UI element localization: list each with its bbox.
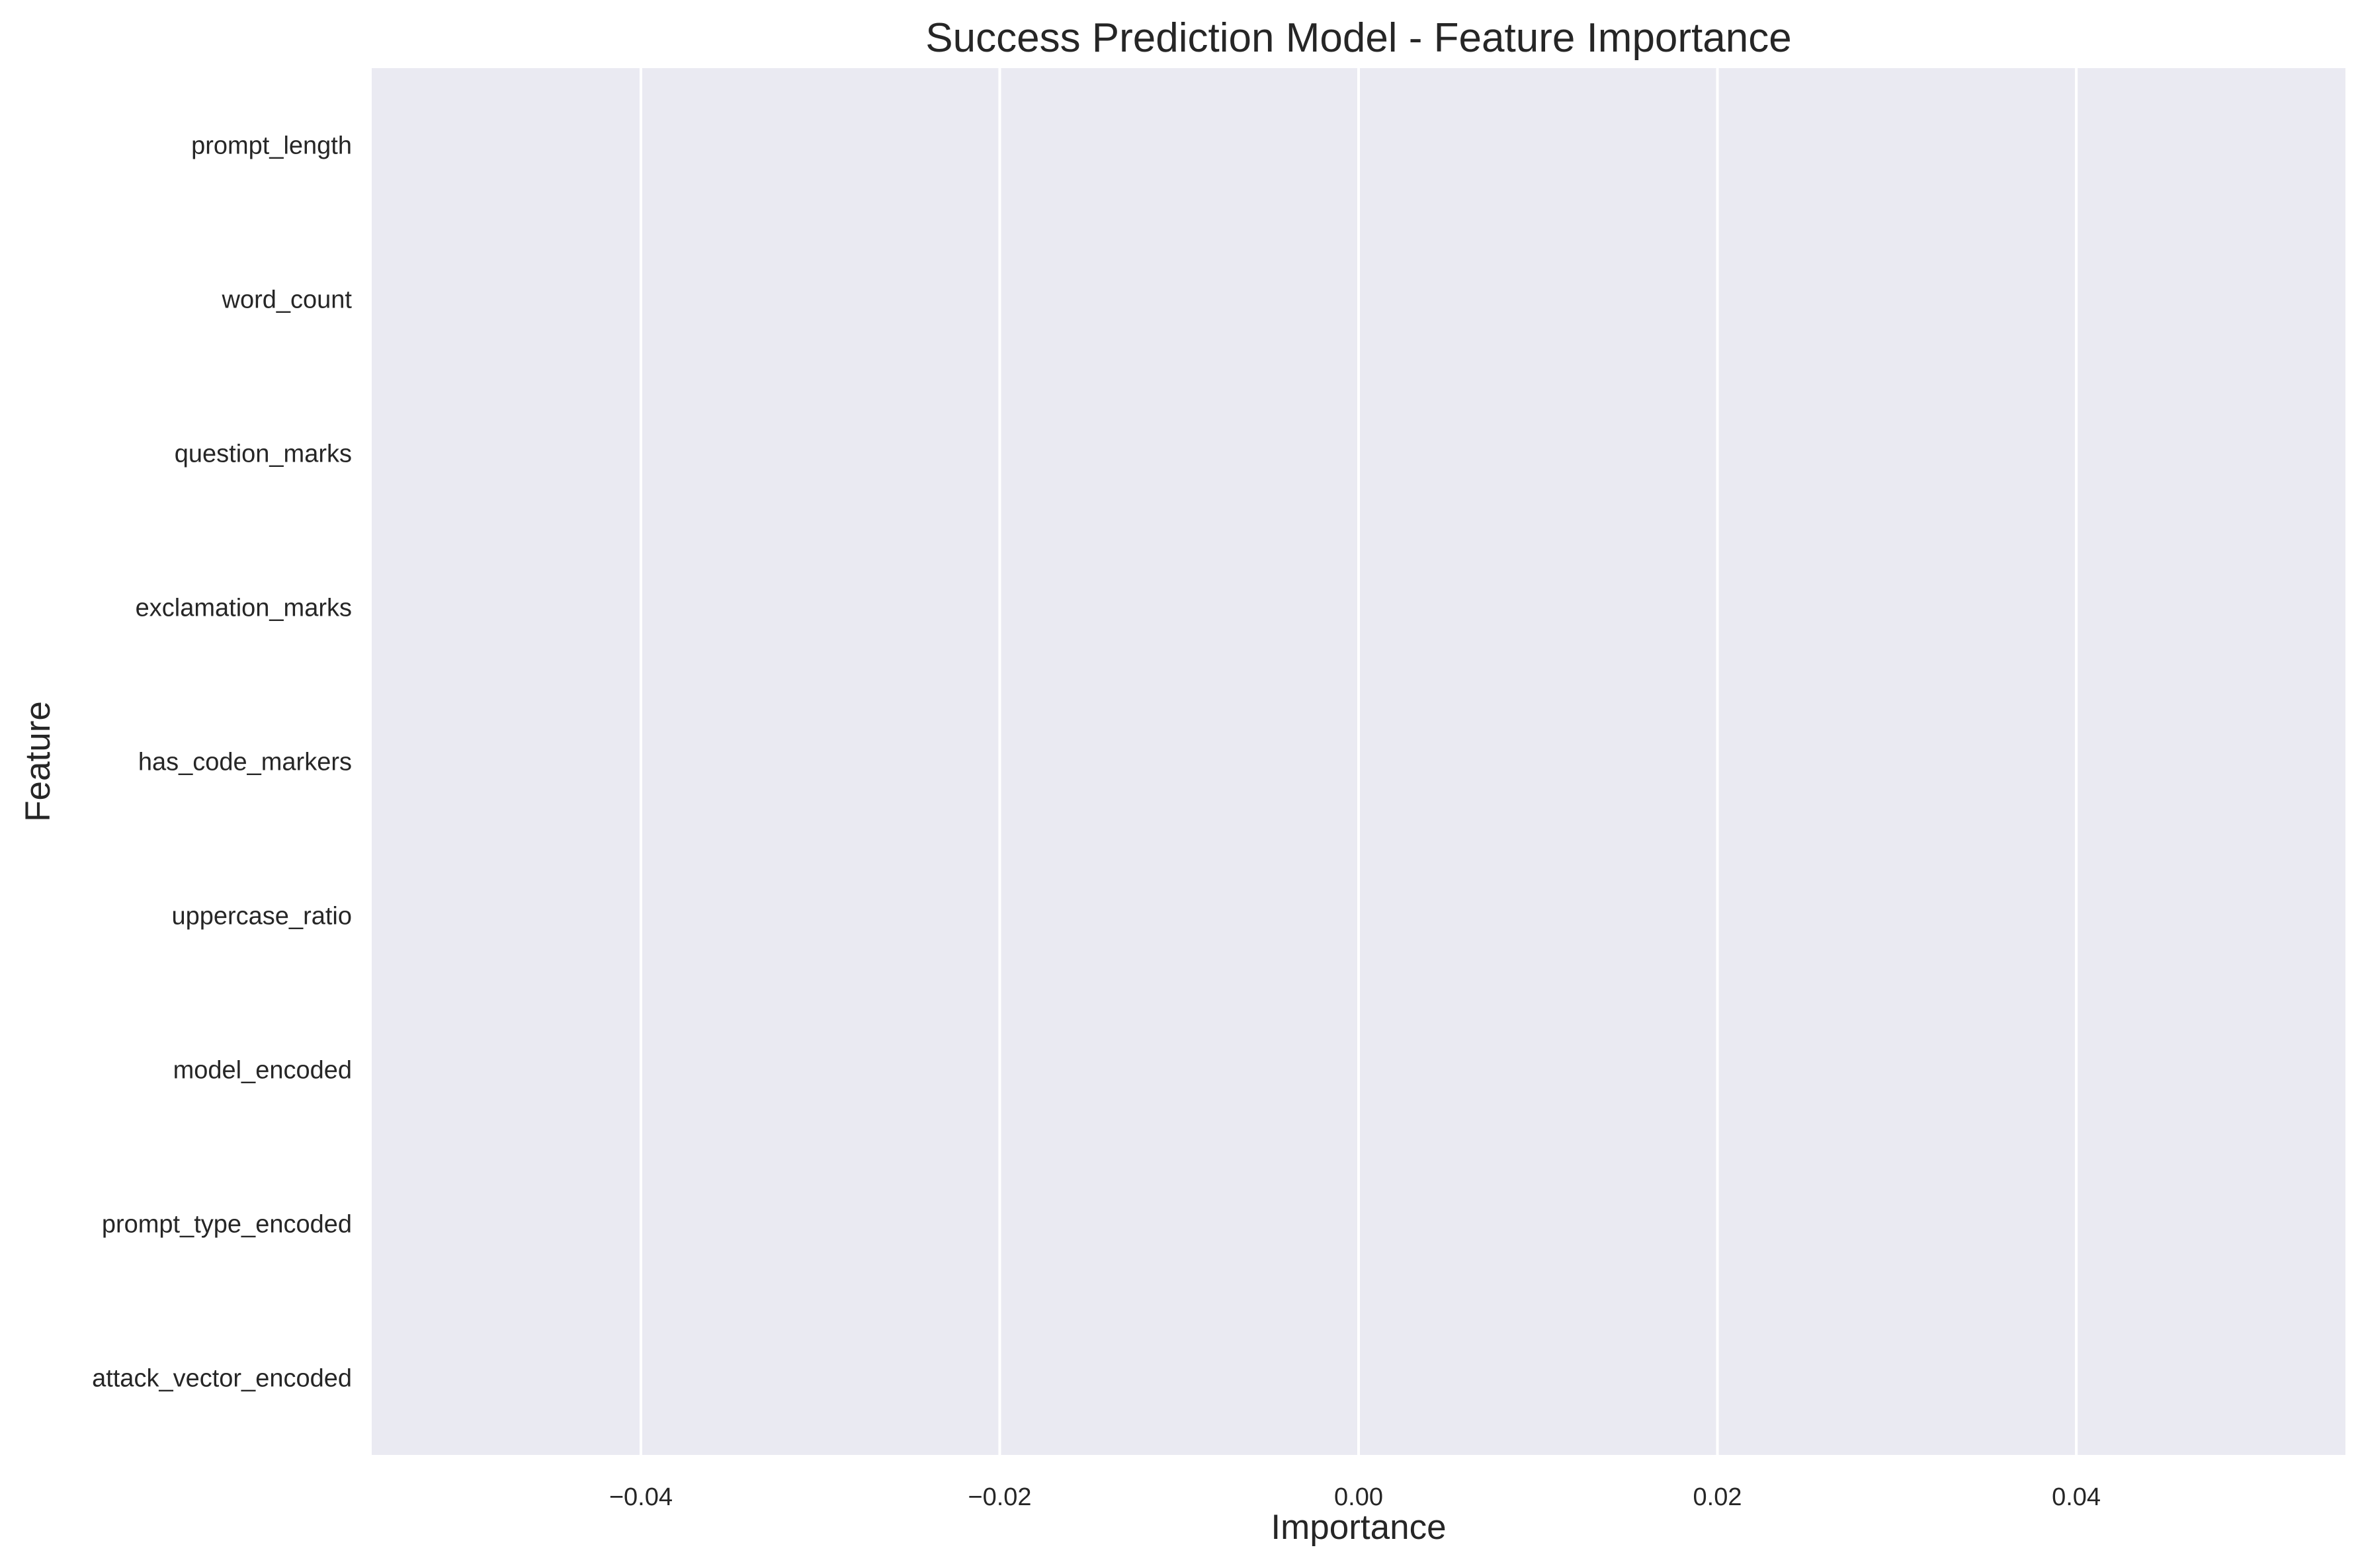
- y-tick-labels: prompt_length word_count question_marksexc…: [92, 132, 352, 1393]
- x-tick-label: −0.02: [968, 1483, 1031, 1511]
- y-tick-label: attack_vector_encoded: [92, 1365, 352, 1393]
- y-tick-label: prompt_type_encoded: [102, 1211, 352, 1239]
- chart-title: Success Prediction Model - Feature Impor…: [925, 15, 1791, 61]
- y-tick-label: exclamation_marks: [136, 595, 352, 622]
- y-tick-label: has_code_markers: [138, 749, 352, 776]
- x-tick-label: −0.04: [609, 1483, 673, 1511]
- y-tick-label: question_marks: [175, 440, 352, 468]
- y-axis-label: Feature: [19, 701, 58, 822]
- y-tick-label: word_count: [222, 286, 353, 314]
- y-tick-label: uppercase_ratio: [171, 903, 352, 930]
- x-tick-labels: −0.04 −0.02 0.00 0.02 0.04: [609, 1483, 2101, 1511]
- x-axis-label: Importance: [1271, 1508, 1446, 1547]
- x-tick-label: 0.02: [1693, 1483, 1742, 1511]
- x-tick-label: 0.00: [1334, 1483, 1383, 1511]
- x-tick-label: 0.04: [2052, 1483, 2101, 1511]
- grid-lines: [639, 68, 2078, 1455]
- y-tick-label: model_encoded: [173, 1057, 352, 1085]
- y-tick-label: prompt_length: [191, 132, 352, 160]
